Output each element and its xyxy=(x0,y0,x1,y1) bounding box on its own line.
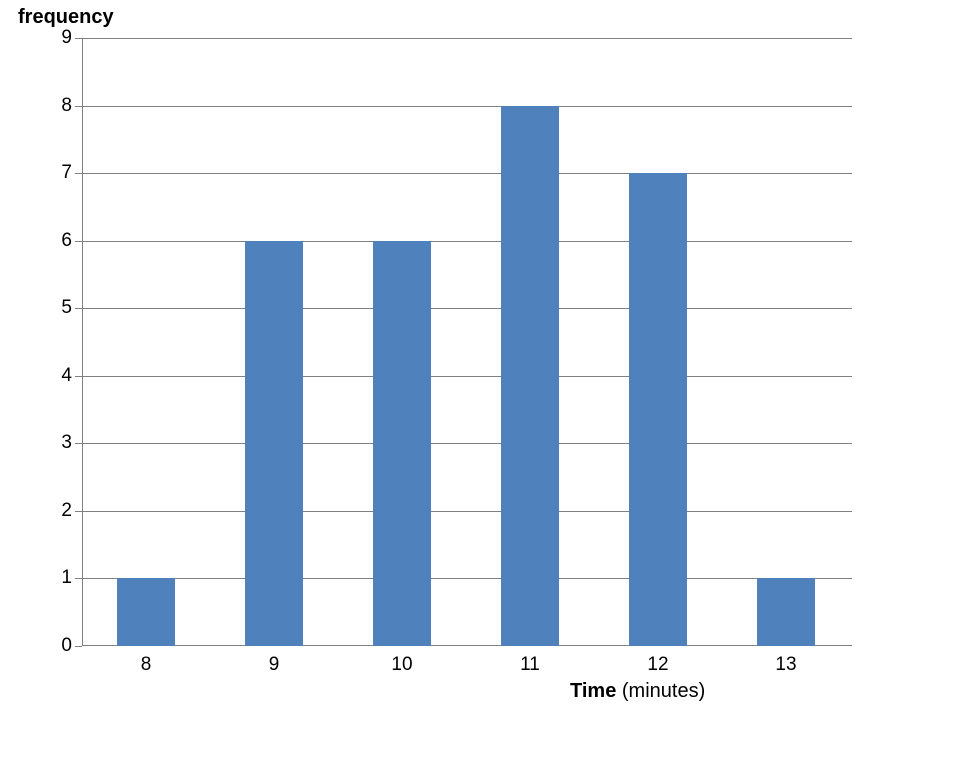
gridline xyxy=(82,173,852,174)
y-tick-mark xyxy=(75,376,82,377)
y-tick-mark xyxy=(75,646,82,647)
x-tick-label: 12 xyxy=(647,654,668,676)
y-tick-mark xyxy=(75,173,82,174)
y-axis-title: frequency xyxy=(18,6,114,29)
y-tick-label: 3 xyxy=(52,432,72,454)
x-axis-title: Time (minutes) xyxy=(570,680,705,703)
bar xyxy=(757,578,815,646)
y-tick-mark xyxy=(75,38,82,39)
bar xyxy=(117,578,175,646)
plot-area: 01234567898910111213 xyxy=(82,38,852,646)
y-tick-mark xyxy=(75,106,82,107)
y-tick-mark xyxy=(75,443,82,444)
x-tick-label: 10 xyxy=(391,654,412,676)
gridline xyxy=(82,443,852,444)
bar xyxy=(373,241,431,646)
y-tick-mark xyxy=(75,511,82,512)
x-tick-label: 11 xyxy=(520,654,540,676)
gridline xyxy=(82,511,852,512)
y-tick-label: 8 xyxy=(52,95,72,117)
y-tick-label: 1 xyxy=(52,567,72,589)
y-tick-label: 7 xyxy=(52,162,72,184)
gridline xyxy=(82,578,852,579)
bar xyxy=(245,241,303,646)
x-axis-line xyxy=(82,645,852,646)
gridline xyxy=(82,376,852,377)
x-tick-label: 13 xyxy=(775,654,796,676)
gridline xyxy=(82,38,852,39)
y-tick-mark xyxy=(75,578,82,579)
x-axis-title-bold: Time xyxy=(570,680,616,702)
y-axis-line xyxy=(82,38,83,646)
x-tick-label: 9 xyxy=(269,654,280,676)
y-tick-label: 6 xyxy=(52,230,72,252)
y-tick-label: 2 xyxy=(52,500,72,522)
gridline xyxy=(82,241,852,242)
y-tick-label: 5 xyxy=(52,297,72,319)
chart-container: frequency Time (minutes) 012345678989101… xyxy=(0,0,964,762)
gridline xyxy=(82,106,852,107)
bar xyxy=(629,173,687,646)
y-tick-mark xyxy=(75,308,82,309)
y-tick-label: 9 xyxy=(52,27,72,49)
y-tick-label: 4 xyxy=(52,365,72,387)
gridline xyxy=(82,308,852,309)
x-tick-label: 8 xyxy=(141,654,152,676)
x-axis-title-normal: (minutes) xyxy=(616,680,705,702)
bar xyxy=(501,106,559,646)
y-tick-mark xyxy=(75,241,82,242)
y-tick-label: 0 xyxy=(52,635,72,657)
